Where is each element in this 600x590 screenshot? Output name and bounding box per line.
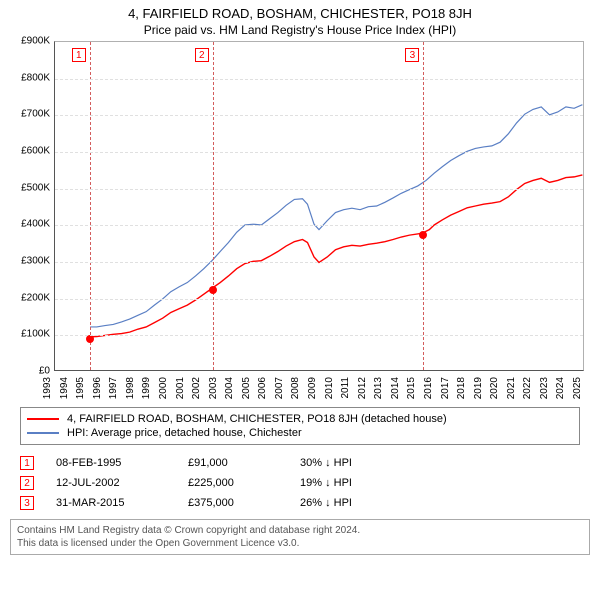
sale-dot (419, 231, 427, 239)
event-price: £375,000 (188, 497, 278, 509)
sale-marker: 1 (72, 48, 86, 62)
series-line (90, 175, 582, 337)
y-tick-label: £600K (10, 146, 50, 157)
sale-dot (209, 286, 217, 294)
y-tick-label: £200K (10, 292, 50, 303)
footer: Contains HM Land Registry data © Crown c… (10, 519, 590, 555)
event-marker: 2 (20, 476, 34, 490)
event-price: £91,000 (188, 457, 278, 469)
legend-label: 4, FAIRFIELD ROAD, BOSHAM, CHICHESTER, P… (67, 413, 447, 425)
sale-vline (423, 42, 424, 370)
gridline (55, 79, 583, 80)
footer-line: This data is licensed under the Open Gov… (17, 537, 583, 550)
y-tick-label: £100K (10, 329, 50, 340)
series-line (90, 105, 582, 327)
legend-label: HPI: Average price, detached house, Chic… (67, 427, 302, 439)
legend-row: 4, FAIRFIELD ROAD, BOSHAM, CHICHESTER, P… (27, 412, 573, 426)
footer-line: Contains HM Land Registry data © Crown c… (17, 524, 583, 537)
gridline (55, 189, 583, 190)
event-row: 1 08-FEB-1995 £91,000 30% ↓ HPI (20, 453, 580, 473)
event-diff: 26% ↓ HPI (300, 497, 352, 509)
legend-row: HPI: Average price, detached house, Chic… (27, 426, 573, 440)
y-tick-label: £300K (10, 256, 50, 267)
event-date: 31-MAR-2015 (56, 497, 166, 509)
chart: 1 2 3 £0 £100K £200K £300K £400K £500K £600K £700… (10, 41, 590, 401)
event-row: 3 31-MAR-2015 £375,000 26% ↓ HPI (20, 493, 580, 513)
y-tick-label: £700K (10, 109, 50, 120)
event-marker: 1 (20, 456, 34, 470)
sale-vline (213, 42, 214, 370)
gridline (55, 225, 583, 226)
series-svg (55, 42, 583, 370)
gridline (55, 115, 583, 116)
event-date: 12-JUL-2002 (56, 477, 166, 489)
legend-swatch (27, 432, 59, 434)
event-date: 08-FEB-1995 (56, 457, 166, 469)
gridline (55, 152, 583, 153)
plot-area: 1 2 3 (54, 41, 584, 371)
event-diff: 30% ↓ HPI (300, 457, 352, 469)
events-table: 1 08-FEB-1995 £91,000 30% ↓ HPI 2 12-JUL-2002… (20, 453, 580, 513)
legend-swatch (27, 418, 59, 420)
x-tick-label: 2025 (572, 377, 596, 399)
event-marker: 3 (20, 496, 34, 510)
event-diff: 19% ↓ HPI (300, 477, 352, 489)
legend: 4, FAIRFIELD ROAD, BOSHAM, CHICHESTER, P… (20, 407, 580, 445)
page-subtitle: Price paid vs. HM Land Registry's House … (10, 23, 590, 37)
gridline (55, 299, 583, 300)
sale-vline (90, 42, 91, 370)
sale-marker: 3 (405, 48, 419, 62)
event-price: £225,000 (188, 477, 278, 489)
y-tick-label: £400K (10, 219, 50, 230)
y-tick-label: £800K (10, 72, 50, 83)
sale-marker: 2 (195, 48, 209, 62)
page-title: 4, FAIRFIELD ROAD, BOSHAM, CHICHESTER, P… (10, 6, 590, 21)
event-row: 2 12-JUL-2002 £225,000 19% ↓ HPI (20, 473, 580, 493)
y-tick-label: £0 (10, 366, 50, 377)
gridline (55, 262, 583, 263)
y-tick-label: £500K (10, 182, 50, 193)
gridline (55, 335, 583, 336)
y-tick-label: £900K (10, 36, 50, 47)
